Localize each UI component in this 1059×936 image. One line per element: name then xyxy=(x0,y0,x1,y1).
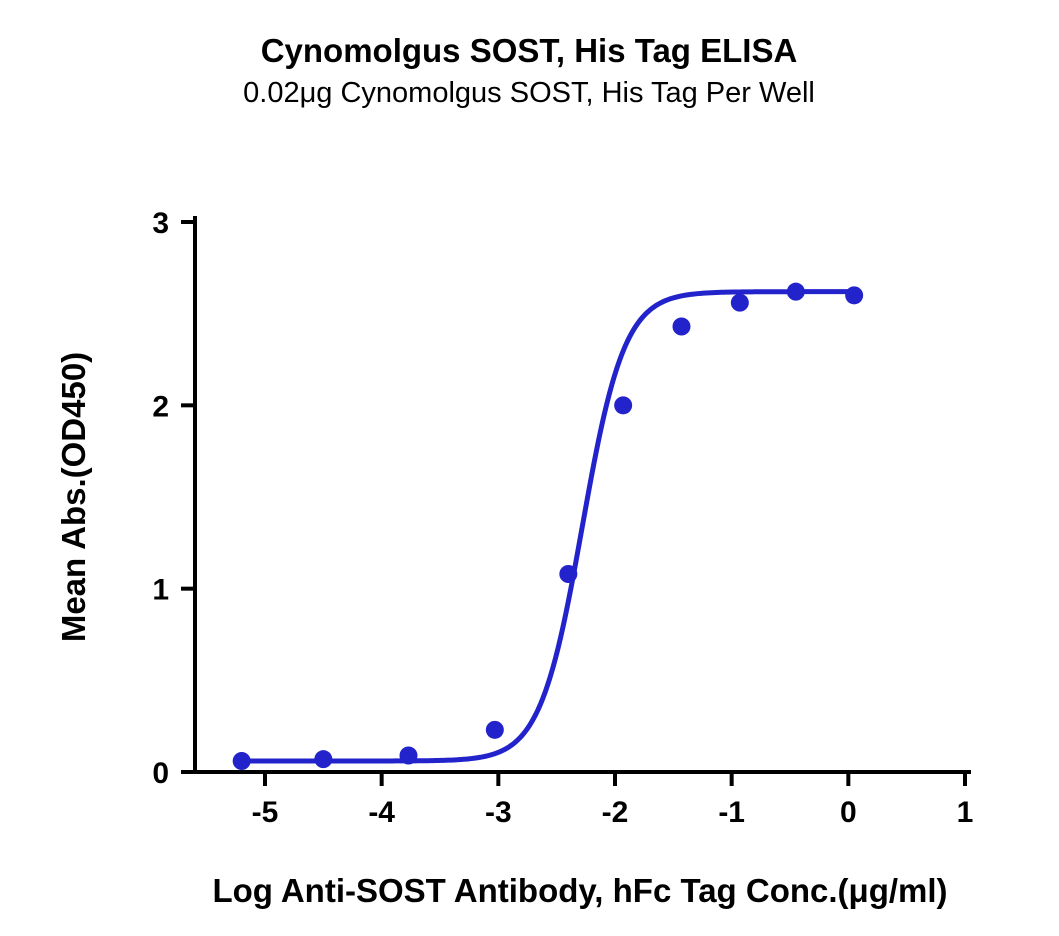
y-axis-label: Mean Abs.(OD450) xyxy=(55,352,92,642)
x-tick-label: -1 xyxy=(718,796,745,829)
x-tick-label: -2 xyxy=(602,796,629,829)
data-series xyxy=(233,283,864,770)
chart-title: Cynomolgus SOST, His Tag ELISA xyxy=(261,32,798,69)
data-point xyxy=(787,283,805,301)
fit-curve xyxy=(242,292,855,761)
chart-subtitle: 0.02μg Cynomolgus SOST, His Tag Per Well xyxy=(243,77,815,109)
x-tick-label: -3 xyxy=(485,796,512,829)
data-point xyxy=(400,747,418,765)
chart-container: Cynomolgus SOST, His Tag ELISA 0.02μg Cy… xyxy=(0,0,1059,936)
data-point xyxy=(845,286,863,304)
data-point xyxy=(486,721,504,739)
x-tick-label: -5 xyxy=(252,796,279,829)
data-point xyxy=(314,750,332,768)
data-point xyxy=(731,294,749,312)
x-axis-label: Log Anti-SOST Antibody, hFc Tag Conc.(μg… xyxy=(212,872,947,909)
data-point xyxy=(233,752,251,770)
data-point xyxy=(559,565,577,583)
data-point xyxy=(614,396,632,414)
x-ticks: -5 -4 -3 -2 -1 0 1 xyxy=(252,772,974,829)
x-tick-label: 1 xyxy=(957,796,974,829)
y-tick-label: 1 xyxy=(152,574,169,607)
x-tick-label: -4 xyxy=(368,796,395,829)
y-ticks: 0 1 2 3 xyxy=(152,207,195,790)
y-tick-label: 0 xyxy=(152,757,169,790)
elisa-chart-svg: Cynomolgus SOST, His Tag ELISA 0.02μg Cy… xyxy=(0,0,1059,936)
x-tick-label: 0 xyxy=(840,796,857,829)
y-tick-label: 3 xyxy=(152,207,169,240)
y-tick-label: 2 xyxy=(152,390,169,423)
data-point xyxy=(673,318,691,336)
